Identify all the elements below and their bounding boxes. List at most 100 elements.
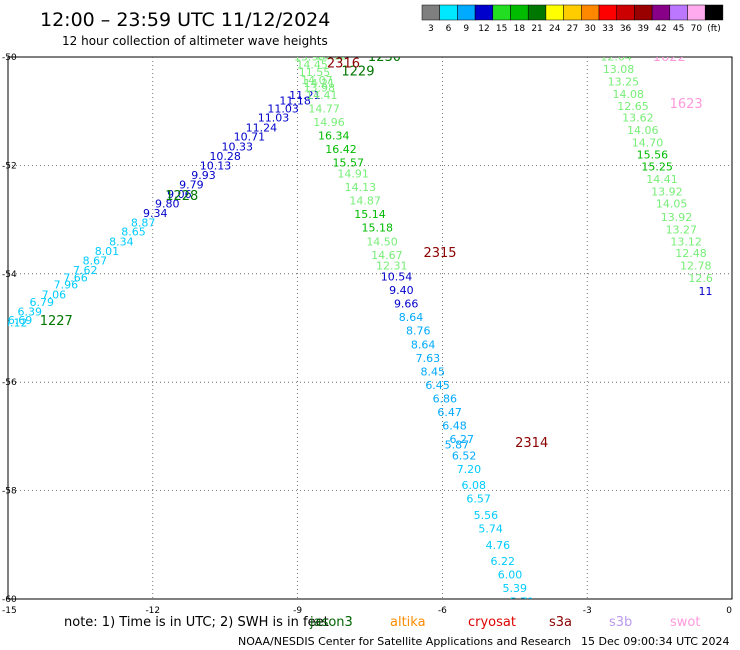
track-label: 2314 [515, 436, 548, 451]
swh-value-label: 11.21 [289, 89, 321, 102]
y-tick-label: -54 [2, 270, 17, 280]
colorbar-label: 27 [567, 24, 578, 34]
colorbar-label: 42 [655, 24, 666, 34]
footer-credit: NOAA/NESDIS Center for Satellite Applica… [238, 635, 571, 648]
swh-value-label: 11.18 [279, 94, 311, 107]
swh-value-label: 14.21 [304, 77, 336, 90]
swh-value-label: 6.47 [437, 406, 462, 419]
swh-value-label: 6.12 [3, 317, 28, 330]
swh-value-label: 14.07 [301, 74, 333, 87]
swh-value-label: 6.39 [17, 306, 42, 319]
swh-value-label: 6.57 [466, 493, 491, 506]
swh-value-label: 9.40 [389, 284, 414, 297]
swh-value-label: 11.03 [267, 102, 299, 115]
colorbar-label: 39 [638, 24, 650, 34]
plot-area: 6.126.696.396.797.067.967.667.628.678.01… [3, 50, 713, 609]
track-label: 1622 [653, 50, 686, 65]
swh-value-label: 14.67 [371, 249, 403, 262]
swh-value-label: 6.69 [8, 314, 33, 327]
swh-value-label: 9.93 [191, 169, 216, 182]
colorbar-label: 33 [602, 24, 613, 34]
chart-subtitle: 12 hour collection of altimeter wave hei… [62, 34, 328, 48]
swh-value-label: 12.65 [617, 100, 649, 113]
swh-value-label: 16.42 [325, 143, 357, 156]
colorbar-swatch [687, 4, 706, 21]
swh-value-label: 14.41 [646, 173, 678, 186]
colorbar-label: 70 [691, 24, 703, 34]
swh-value-label: 5.71 [510, 596, 535, 609]
swh-value-label: 13.99 [294, 50, 326, 63]
track-label: 2315 [423, 246, 456, 261]
colorbar-swatch [598, 4, 617, 21]
swh-value-label: 8.45 [420, 365, 445, 378]
y-tick-label: -56 [2, 378, 17, 388]
swh-value-label: 10.13 [200, 159, 232, 172]
y-tick-label: -52 [2, 161, 17, 171]
swh-value-label: 13.98 [304, 81, 336, 94]
swh-value-label: 9.79 [179, 178, 204, 191]
satellite-legend-item: swot [670, 615, 700, 630]
swh-value-label: 4.76 [486, 539, 511, 552]
footer-timestamp: 15 Dec 09:00:34 UTC 2024 [581, 635, 729, 648]
swh-value-label: 8.64 [399, 311, 424, 324]
swh-value-label: 11 [698, 285, 712, 298]
swh-value-label: 15.14 [354, 208, 386, 221]
footer-note: note: 1) Time is in UTC; 2) SWH is in fe… [64, 615, 329, 630]
swh-value-label: 12.48 [675, 247, 707, 260]
swh-value-label: 10.54 [381, 271, 413, 284]
colorbar-label: 24 [549, 24, 561, 34]
swh-value-label: 8.01 [95, 245, 120, 258]
swh-value-label: 6.48 [442, 420, 467, 433]
swh-value-label: 8.64 [411, 338, 436, 351]
colorbar-swatch [492, 4, 511, 21]
colorbar-swatch [421, 4, 440, 21]
swh-value-label: 13.08 [603, 63, 635, 76]
swh-value-label: 14.06 [627, 124, 659, 137]
colorbar-label: 3 [428, 24, 434, 34]
track-label: 1230 [368, 50, 401, 65]
swh-value-label: 5.87 [445, 439, 470, 452]
track-label: 2316 [327, 56, 360, 71]
x-tick-label: 0 [726, 606, 732, 616]
colorbar-label: 21 [531, 24, 542, 34]
colorbar-swatch [510, 4, 529, 21]
colorbar-swatch [563, 4, 582, 21]
axis-ticks: -15 -12 -9 -6 -3 0 -50 -52 -54 -56 -58 -60 [2, 53, 732, 616]
satellite-legend-item: s3a [549, 615, 572, 630]
swh-value-label: 7.62 [73, 264, 98, 277]
satellite-legend-item: s3b [609, 615, 632, 630]
swh-value-label: 7.66 [63, 272, 88, 285]
y-tick-label: -50 [2, 53, 17, 63]
x-tick-label: -9 [293, 606, 302, 616]
x-tick-label: -12 [145, 606, 160, 616]
colorbar-label: 15 [496, 24, 507, 34]
swh-value-label: 8.34 [109, 235, 134, 248]
swh-value-label: 8.87 [131, 216, 156, 229]
swh-value-label: 13.27 [666, 223, 698, 236]
swh-value-label: 15.56 [637, 149, 669, 162]
swh-value-label: 7.20 [457, 463, 482, 476]
swh-value-label: 8.76 [406, 325, 431, 338]
track-label: 1228 [165, 189, 198, 204]
swh-value-label: 13.25 [608, 75, 640, 88]
track-label: 1229 [341, 65, 374, 80]
swh-value-label: 14.45 [296, 59, 328, 72]
x-tick-label: -15 [2, 606, 17, 616]
track-label: 1623 [670, 97, 703, 112]
colorbar-unit: (ft) [707, 24, 721, 34]
colorbar-label: 9 [463, 24, 469, 34]
colorbar-swatch [704, 4, 724, 21]
swh-value-label: 10.28 [209, 150, 241, 163]
swh-value-label: 6.79 [30, 296, 55, 309]
swh-value-label: 5.74 [478, 523, 503, 536]
colorbar-swatch [457, 4, 476, 21]
colorbar-label: 12 [478, 24, 489, 34]
y-tick-label: -58 [2, 487, 17, 497]
swh-value-label: 6.22 [490, 555, 515, 568]
swh-value-label: 5.39 [503, 582, 528, 595]
satellite-legend-item: cryosat [468, 615, 516, 630]
swh-value-label: 16.34 [318, 130, 350, 143]
swh-value-label: 13.12 [670, 235, 702, 248]
satellite-legend-item: altika [390, 615, 426, 630]
colorbar-label: 36 [620, 24, 632, 34]
